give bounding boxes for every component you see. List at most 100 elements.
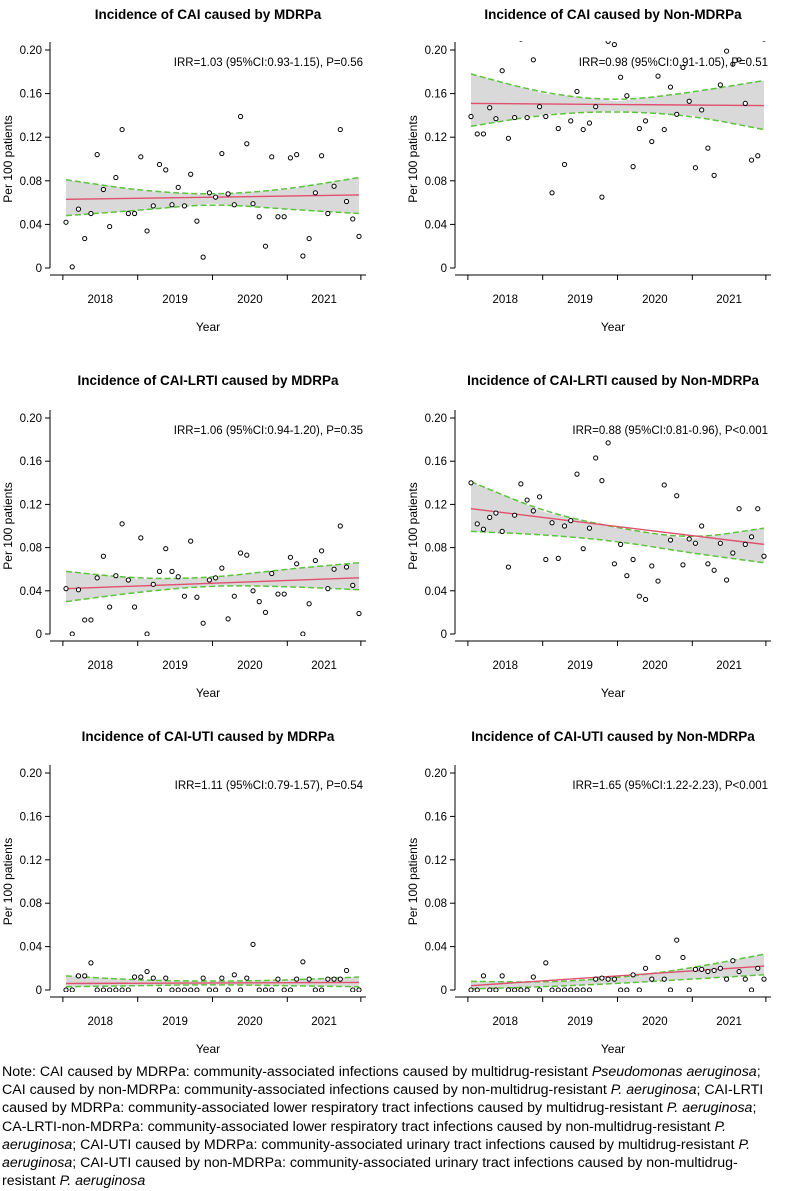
data-point bbox=[312, 190, 318, 196]
data-point bbox=[593, 455, 599, 461]
data-point bbox=[94, 152, 100, 158]
data-point bbox=[568, 118, 574, 124]
data-point bbox=[113, 987, 119, 992]
x-tick-label: 2019 bbox=[162, 1016, 188, 1028]
data-point bbox=[742, 976, 748, 982]
data-point bbox=[244, 552, 250, 558]
data-point bbox=[262, 609, 269, 616]
data-point bbox=[294, 976, 300, 982]
data-point bbox=[555, 987, 561, 992]
x-tick-label: 2019 bbox=[567, 294, 593, 306]
data-point bbox=[580, 546, 586, 552]
data-point bbox=[188, 171, 194, 177]
data-point bbox=[630, 556, 636, 563]
chart-title: Incidence of CAI-UTI caused by Non-MDRPa bbox=[471, 729, 755, 744]
data-point bbox=[219, 975, 225, 981]
data-point bbox=[163, 167, 169, 173]
data-point bbox=[755, 506, 761, 512]
data-point bbox=[611, 41, 617, 48]
y-tick-label: 0.04 bbox=[425, 219, 448, 231]
data-point bbox=[356, 610, 362, 617]
data-point bbox=[107, 987, 113, 992]
data-point bbox=[524, 497, 530, 503]
data-point bbox=[138, 154, 144, 160]
data-point bbox=[762, 41, 766, 42]
confidence-band bbox=[66, 562, 359, 602]
x-tick-label: 2021 bbox=[716, 1016, 742, 1028]
ci-upper-line bbox=[65, 561, 360, 580]
data-point bbox=[505, 564, 512, 570]
data-point bbox=[717, 540, 723, 546]
note-species-name: Pseudomonas aeruginosa bbox=[591, 1064, 757, 1080]
data-point bbox=[480, 973, 487, 979]
data-point bbox=[692, 540, 699, 546]
y-axis-label: Per 100 patients bbox=[1, 838, 15, 925]
data-point bbox=[119, 521, 125, 527]
data-point bbox=[605, 41, 611, 44]
data-point bbox=[543, 556, 549, 563]
data-point bbox=[325, 586, 331, 592]
data-point bbox=[605, 976, 611, 982]
data-point bbox=[312, 557, 318, 564]
x-tick-label: 2021 bbox=[311, 1016, 337, 1028]
chart-title: Incidence of CAI caused by Non-MDRPa bbox=[484, 7, 742, 22]
data-point bbox=[181, 987, 188, 992]
y-tick-label: 0.12 bbox=[20, 499, 42, 511]
x-tick-label: 2021 bbox=[311, 660, 337, 672]
data-points bbox=[63, 521, 362, 636]
data-point bbox=[237, 987, 244, 992]
data-point bbox=[512, 987, 518, 992]
data-point bbox=[674, 493, 680, 499]
data-point bbox=[530, 508, 536, 514]
ci-lower-line bbox=[65, 585, 360, 603]
data-point bbox=[549, 987, 555, 992]
data-point bbox=[231, 202, 237, 208]
y-tick-label: 0 bbox=[441, 263, 447, 275]
data-point bbox=[518, 987, 524, 992]
data-point bbox=[611, 561, 617, 567]
data-point bbox=[350, 216, 356, 222]
data-point bbox=[169, 987, 175, 992]
data-point bbox=[674, 111, 680, 117]
data-point bbox=[75, 973, 82, 979]
data-point bbox=[555, 555, 561, 562]
data-point bbox=[107, 604, 113, 610]
data-point bbox=[717, 82, 723, 88]
data-point bbox=[262, 243, 269, 249]
data-points bbox=[63, 941, 362, 992]
y-tick-label: 0.16 bbox=[425, 89, 447, 101]
data-point bbox=[244, 975, 250, 981]
data-point bbox=[256, 987, 262, 992]
y-tick-label: 0.16 bbox=[425, 811, 447, 823]
data-point bbox=[605, 440, 611, 446]
data-point bbox=[649, 138, 655, 145]
y-tick-label: 0.04 bbox=[20, 219, 43, 231]
y-tick-label: 0 bbox=[36, 263, 42, 275]
x-tick-label: 2018 bbox=[87, 660, 113, 672]
data-point bbox=[318, 987, 325, 992]
data-point bbox=[63, 987, 69, 992]
data-point bbox=[94, 575, 100, 581]
chart-panel-5: Incidence of CAI-UTI caused by MDRPa 0 0.0… bbox=[1, 729, 366, 1056]
y-tick-label: 0.12 bbox=[425, 132, 447, 144]
x-tick-label: 2019 bbox=[162, 660, 188, 672]
data-point bbox=[125, 577, 131, 583]
data-point bbox=[686, 98, 692, 104]
ci-lower-line bbox=[470, 111, 765, 131]
data-point bbox=[125, 987, 131, 992]
data-point bbox=[686, 987, 692, 992]
data-point bbox=[580, 126, 586, 133]
chart-panel-4: Incidence of CAI-LRTI caused by Non-MDRP… bbox=[406, 373, 771, 700]
data-point bbox=[705, 145, 711, 151]
data-point bbox=[574, 471, 580, 477]
data-point bbox=[549, 190, 555, 196]
x-tick-label: 2018 bbox=[492, 294, 518, 306]
ci-upper-line bbox=[65, 975, 360, 982]
data-point bbox=[213, 194, 219, 200]
data-point bbox=[561, 161, 568, 168]
data-point bbox=[674, 937, 680, 943]
y-tick-label: 0.20 bbox=[425, 768, 447, 780]
data-point bbox=[536, 987, 543, 992]
data-point bbox=[530, 57, 536, 63]
figure-note: Note: CAI caused by MDRPa: community-ass… bbox=[2, 1063, 784, 1190]
